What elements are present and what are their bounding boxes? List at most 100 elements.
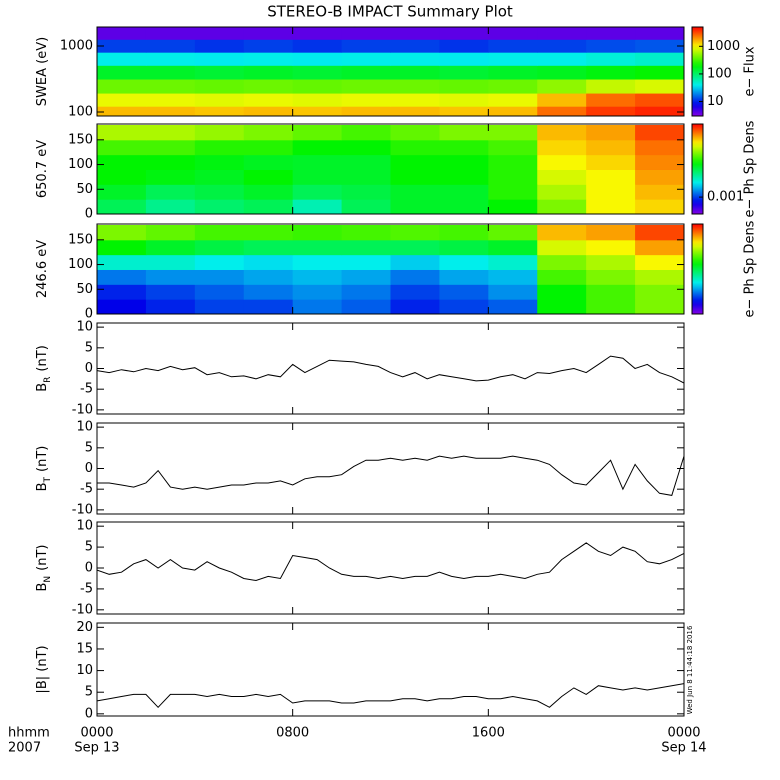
heatmap-cell <box>586 106 636 116</box>
heatmap-cell <box>341 169 391 185</box>
plot-area <box>97 224 684 314</box>
y-tick-label: 10 <box>76 519 93 534</box>
y-tick-label: 5 <box>85 440 93 455</box>
heatmap-cell <box>194 269 245 285</box>
x-tick-label: 1600 <box>472 726 505 741</box>
heatmap-cell <box>488 284 538 300</box>
heatmap-cell <box>390 169 440 185</box>
heatmap-cell <box>243 106 294 116</box>
y-tick-label: -10 <box>72 602 93 617</box>
heatmap-cell <box>390 154 440 170</box>
heatmap-cell <box>390 269 440 285</box>
heatmap-cell <box>390 106 440 116</box>
heatmap-cell <box>97 139 147 156</box>
heatmap-cell <box>145 65 196 80</box>
heatmap-cell <box>194 254 245 270</box>
heatmap-cell <box>537 284 587 300</box>
heatmap-cell <box>292 79 343 94</box>
y-axis-label-main: B <box>35 482 50 491</box>
heatmap-cell <box>586 254 636 270</box>
heatmap-cell <box>97 106 147 116</box>
heatmap-cell <box>97 154 147 170</box>
heatmap-cell <box>97 184 147 200</box>
heatmap-cell <box>292 39 343 53</box>
heatmap-cell <box>488 224 538 241</box>
heatmap-cell <box>341 254 391 270</box>
heatmap-cell <box>243 39 294 53</box>
heatmap-cell <box>341 269 391 285</box>
heatmap-cell <box>586 27 636 40</box>
y-tick-label: 5 <box>85 685 93 700</box>
heatmap-cell <box>537 224 587 241</box>
y-tick-label: 10 <box>76 420 93 435</box>
plot-title: STEREO-B IMPACT Summary Plot <box>267 3 513 21</box>
heatmap-cell <box>145 39 196 53</box>
heatmap-cell <box>243 52 294 66</box>
colorbar-label: e− Flux <box>743 46 758 96</box>
heatmap-cell <box>537 199 587 214</box>
heatmap-cell <box>488 169 538 185</box>
heatmap-cell <box>635 27 684 40</box>
heatmap-cell <box>586 124 636 141</box>
heatmap-cell <box>292 224 343 241</box>
heatmap-cell <box>194 124 245 141</box>
heatmap-cell <box>537 169 587 185</box>
heatmap-cell <box>586 199 636 214</box>
y-axis-label-main: 246.6 eV <box>35 240 50 298</box>
plot-frame <box>96 622 685 717</box>
heatmap-cell <box>488 269 538 285</box>
heatmap-cell <box>635 254 684 270</box>
heatmap-cell <box>439 79 489 94</box>
heatmap-cell <box>97 79 147 94</box>
heatmap-cell <box>292 154 343 170</box>
y-axis-label-sub: R <box>43 377 53 383</box>
x-tick-label: 0800 <box>276 726 309 741</box>
heatmap-cell <box>586 65 636 80</box>
heatmap-cell <box>194 79 245 94</box>
y-tick-label: 50 <box>76 282 93 297</box>
heatmap-cell <box>586 184 636 200</box>
data-line <box>97 542 684 582</box>
y-tick-label: 0 <box>85 207 93 222</box>
heatmap-cell <box>439 184 489 200</box>
heatmap-cell <box>145 93 196 107</box>
heatmap-cell <box>292 27 343 40</box>
y-tick-label: 100 <box>68 157 93 172</box>
heatmap-cell <box>390 79 440 94</box>
heatmap-cell <box>243 154 294 170</box>
heatmap-cell <box>488 254 538 270</box>
heatmap-cell <box>97 27 147 40</box>
heatmap-cell <box>488 79 538 94</box>
heatmap-cell <box>292 254 343 270</box>
heatmap-cell <box>635 284 684 300</box>
heatmap-cell <box>537 65 587 80</box>
heatmap-cell <box>586 79 636 94</box>
heatmap-cell <box>145 239 196 256</box>
heatmap-cell <box>194 224 245 241</box>
heatmap-cell <box>97 93 147 107</box>
heatmap-cell <box>390 65 440 80</box>
y-axis-label: BR (nT) <box>35 345 53 392</box>
heatmap-cell <box>243 269 294 285</box>
heatmap-cell <box>341 139 391 156</box>
heatmap-cell <box>439 93 489 107</box>
heatmap-cell <box>243 284 294 300</box>
heatmap-cell <box>292 52 343 66</box>
heatmap-cell <box>488 239 538 256</box>
heatmap-cell <box>439 139 489 156</box>
heatmap-cell <box>243 93 294 107</box>
heatmap-cell <box>537 139 587 156</box>
y-axis-label-main: B <box>35 383 50 392</box>
heatmap-cell <box>194 139 245 156</box>
colorbar-tick-label: 1000 <box>707 39 740 54</box>
y-axis-label-sub: T <box>43 476 53 483</box>
plot-area <box>97 455 684 496</box>
y-axis-label: |B| (nT) <box>35 645 50 693</box>
heatmap-cell <box>194 65 245 80</box>
heatmap-cell <box>145 79 196 94</box>
heatmap-cell <box>194 239 245 256</box>
heatmap-cell <box>243 299 294 314</box>
y-axis-label: 246.6 eV <box>35 240 50 298</box>
start-date: Sep 13 <box>74 741 119 756</box>
